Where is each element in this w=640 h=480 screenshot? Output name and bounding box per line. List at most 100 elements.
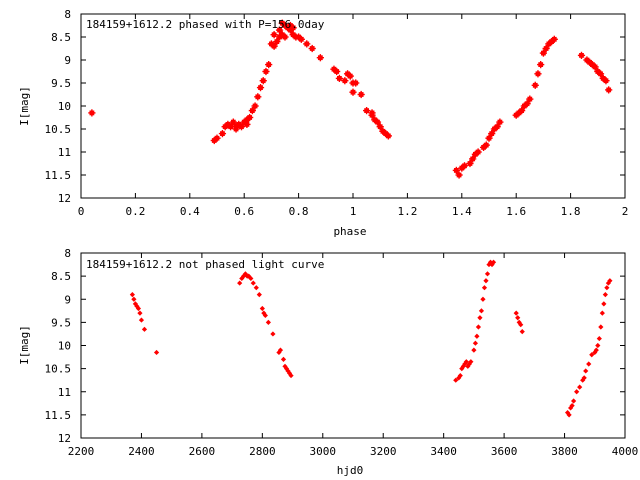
data-point: [248, 107, 256, 115]
y-tick-label: 9: [64, 54, 71, 67]
x-axis: 2200 2400 2600 2800 3000 3200 3400 3600 3800 4000: [68, 253, 638, 458]
x-tick-label: 3000: [310, 445, 337, 458]
data-point: [256, 292, 262, 298]
x-tick-label: 3600: [491, 445, 518, 458]
data-point: [316, 54, 324, 62]
plot-frame: [80, 252, 626, 439]
data-point: [273, 38, 281, 46]
data-point: [589, 352, 595, 358]
x-axis: 0 0.2 0.4 0.6 0.8 1 1.2 1.4 1.6 1.8 2: [78, 14, 629, 218]
data-point: [363, 107, 371, 115]
phased-light-curve-chart: 0 0.2 0.4 0.6 0.8 1 1.2 1.4 1.6 1.8 2 8 8.5 9 9.5 10 10…: [18, 8, 628, 238]
chart-title: 184159+1612.2 not phased light curve: [86, 258, 324, 271]
data-point: [475, 324, 482, 330]
x-tick-label: 3200: [370, 445, 397, 458]
data-point: [265, 61, 273, 69]
data-point: [539, 49, 547, 57]
data-point: [599, 310, 605, 316]
data-point: [523, 100, 531, 108]
data-point: [270, 42, 278, 50]
data-point: [137, 310, 143, 316]
data-point: [469, 155, 477, 163]
data-point: [564, 409, 571, 416]
data-point: [490, 259, 497, 265]
data-point: [275, 26, 284, 34]
y-axis: 8 8.5 9 9.5 10 10.5 11 11.5 12: [45, 247, 625, 445]
x-tick-label: 0.4: [180, 205, 200, 218]
data-point: [519, 329, 525, 335]
data-point: [463, 359, 469, 365]
data-point: [262, 312, 268, 319]
data-point: [265, 319, 271, 325]
data-point: [537, 61, 545, 69]
data-point: [581, 375, 587, 381]
x-tick-label: 1.4: [452, 205, 472, 218]
data-point: [493, 123, 501, 131]
data-point: [270, 331, 276, 337]
data-point: [88, 109, 96, 117]
y-axis-label: I[mag]: [18, 86, 31, 126]
data-point: [138, 317, 145, 323]
y-tick-label: 9: [64, 293, 71, 306]
data-point: [213, 134, 221, 142]
data-point: [513, 310, 519, 316]
data-point: [281, 33, 289, 41]
data-point: [346, 72, 354, 80]
data-point: [478, 308, 485, 314]
x-tick-label: 2400: [128, 445, 155, 458]
data-point: [596, 70, 605, 78]
x-tick-label: 3800: [551, 445, 578, 458]
data-point: [471, 347, 477, 353]
data-point: [482, 141, 490, 149]
y-tick-label: 8.5: [51, 270, 71, 283]
data-point: [457, 372, 463, 379]
x-tick-label: 0.8: [289, 205, 309, 218]
data-point: [542, 44, 550, 53]
x-tick-label: 0.6: [234, 205, 254, 218]
plot-frame: [80, 13, 626, 199]
data-point: [335, 74, 343, 82]
data-point: [253, 285, 259, 291]
data-point: [135, 305, 142, 312]
x-tick-label: 1.8: [561, 205, 581, 218]
x-axis-label: phase: [333, 225, 366, 238]
data-point: [474, 148, 482, 156]
data-point: [259, 77, 267, 85]
data-point: [455, 171, 463, 179]
data-point: [466, 159, 474, 168]
data-point: [607, 278, 613, 284]
x-axis-label: hjd0: [337, 464, 364, 477]
data-point: [303, 40, 311, 48]
data-point: [598, 324, 604, 330]
data-point: [477, 315, 483, 321]
data-point: [574, 389, 580, 395]
y-tick-label: 12: [58, 192, 71, 205]
y-tick-label: 9.5: [51, 316, 71, 329]
data-point: [237, 280, 243, 286]
data-point: [131, 296, 137, 302]
data-point: [218, 130, 227, 138]
data-point: [583, 368, 589, 374]
data-point: [518, 107, 526, 115]
data-point: [256, 84, 265, 92]
data-point: [280, 356, 287, 362]
data-point: [591, 63, 599, 71]
data-point: [568, 405, 574, 411]
y-tick-label: 8: [64, 247, 71, 260]
x-tick-label: 2: [622, 205, 629, 218]
y-tick-label: 11: [58, 146, 71, 159]
data-point: [592, 349, 598, 356]
x-tick-label: 1.6: [506, 205, 526, 218]
data-point: [601, 301, 607, 307]
unphased-light-curve-chart: 2200 2400 2600 2800 3000 3200 3400 3600 3800 4000…: [18, 247, 638, 477]
x-tick-label: 1.2: [397, 205, 417, 218]
data-point: [480, 296, 486, 302]
y-tick-label: 12: [58, 432, 71, 445]
data-point: [250, 280, 256, 286]
data-point: [368, 111, 376, 119]
data-points: [88, 19, 613, 179]
data-point: [586, 361, 592, 367]
data-point: [550, 35, 558, 43]
data-point: [526, 95, 534, 103]
